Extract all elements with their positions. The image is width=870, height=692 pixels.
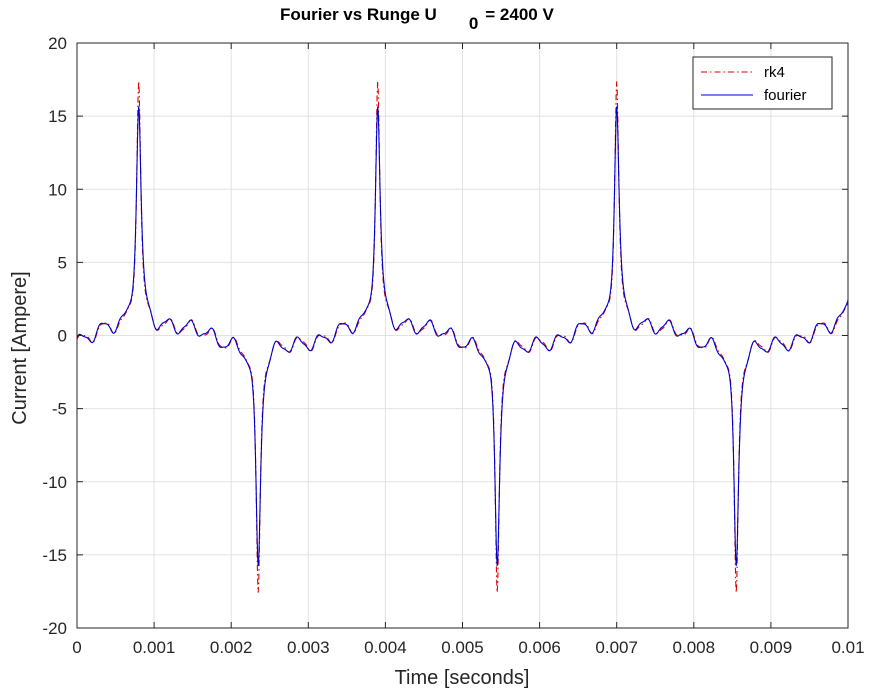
y-tick-label: 0	[58, 327, 67, 346]
y-tick-label: -15	[42, 546, 67, 565]
legend: rk4 fourier	[692, 56, 833, 110]
y-tick-label: 20	[48, 34, 67, 53]
x-tick-label: 0.007	[595, 638, 638, 657]
chart-title-main: Fourier vs Runge U	[280, 5, 437, 24]
legend-label-rk4: rk4	[764, 64, 785, 81]
y-tick-label: 10	[48, 180, 67, 199]
y-tick-label: 5	[58, 253, 67, 272]
chart-title-subscript: 0	[469, 14, 478, 33]
x-tick-label: 0.006	[518, 638, 561, 657]
y-tick-label: -20	[42, 619, 67, 638]
y-tick-label: -10	[42, 473, 67, 492]
x-tick-label: 0.008	[673, 638, 716, 657]
chart-title-suffix: = 2400 V	[485, 5, 554, 24]
x-tick-label: 0.004	[364, 638, 407, 657]
ticks: 0 0.001 0.002 0.003 0.004 0.005 0.006 0.007 0.00…	[42, 34, 864, 657]
series-line-fourier	[76, 106, 849, 567]
x-tick-label: 0.002	[210, 638, 253, 657]
y-tick-label: 15	[48, 107, 67, 126]
y-axis-label: Current [Ampere]	[9, 271, 31, 424]
x-axis-label: Time [seconds]	[395, 667, 530, 689]
legend-box	[692, 56, 833, 110]
legend-label-fourier: fourier	[764, 87, 807, 104]
x-tick-label: 0.005	[441, 638, 484, 657]
series-line-rk4	[76, 81, 849, 593]
chart-title: Fourier vs Runge U 0 = 2400 V	[280, 5, 554, 33]
y-tick-label: -5	[52, 400, 67, 419]
series-layer	[76, 81, 849, 593]
x-tick-label: 0.009	[750, 638, 793, 657]
x-tick-label: 0.01	[831, 638, 864, 657]
x-tick-label: 0	[72, 638, 81, 657]
x-tick-label: 0.003	[287, 638, 330, 657]
x-tick-label: 0.001	[133, 638, 176, 657]
